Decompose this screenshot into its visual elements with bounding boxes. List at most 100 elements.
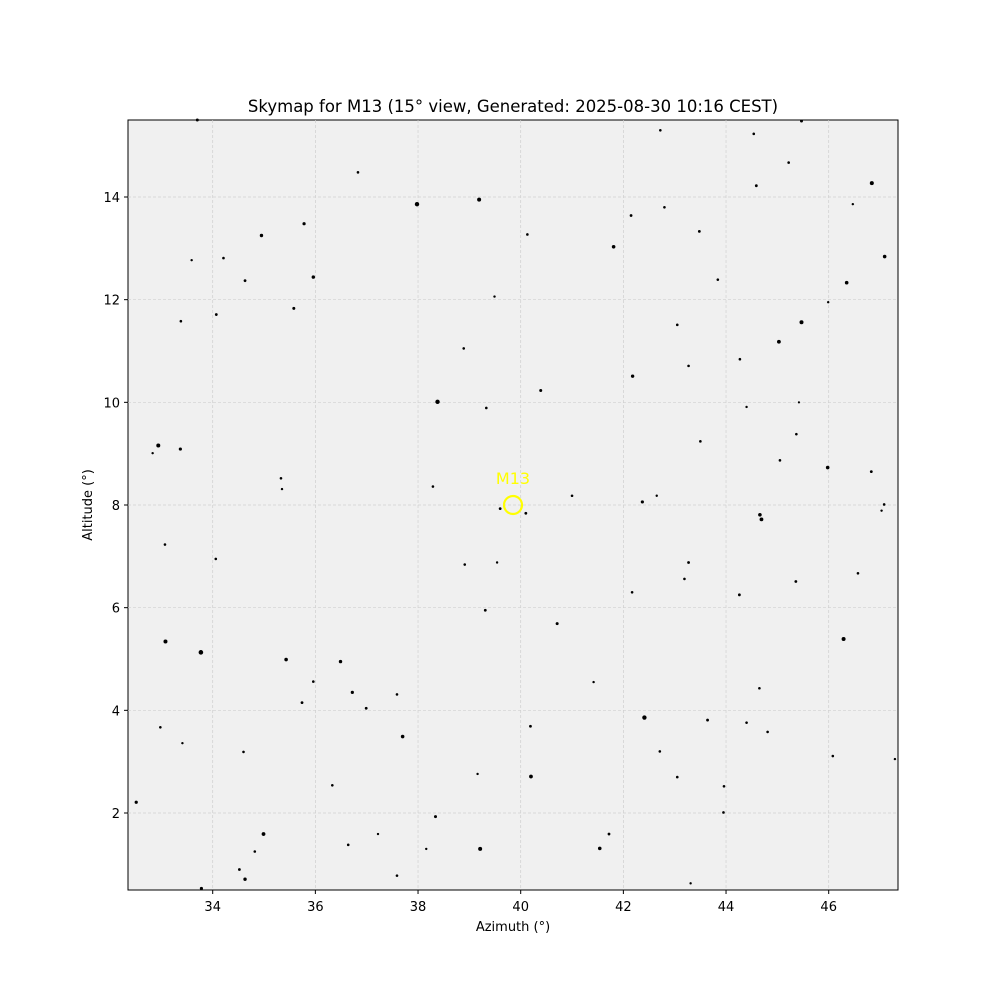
star-point <box>292 306 296 310</box>
star-point <box>529 724 532 728</box>
star-point <box>826 301 830 304</box>
star-point <box>476 772 479 776</box>
y-tick-label: 12 <box>103 294 120 309</box>
star-point <box>134 800 138 804</box>
x-axis-ticks: 34 36 38 40 42 44 46 <box>204 890 837 915</box>
star-point <box>498 507 502 510</box>
star-point <box>311 275 316 279</box>
star-point <box>395 693 399 696</box>
star-point <box>259 233 264 238</box>
star-point <box>745 721 748 724</box>
x-tick-label: 44 <box>718 900 735 915</box>
star-point <box>642 715 647 720</box>
star-point <box>882 503 886 506</box>
star-point <box>493 295 496 298</box>
star-point <box>433 815 437 819</box>
star-point <box>882 254 887 259</box>
star-point <box>607 832 611 836</box>
star-point <box>629 214 633 217</box>
x-tick-label: 36 <box>307 900 324 915</box>
star-point <box>592 680 595 684</box>
star-point <box>463 563 467 566</box>
star-point <box>524 511 528 515</box>
chart-title: Skymap for M13 (15° view, Generated: 202… <box>248 97 778 116</box>
star-point <box>195 118 199 122</box>
star-point <box>766 730 769 734</box>
star-point <box>570 494 574 498</box>
star-point <box>851 202 855 206</box>
star-point <box>722 785 726 788</box>
star-point <box>687 364 690 368</box>
target-marker <box>502 494 524 516</box>
star-point <box>611 244 616 249</box>
star-point <box>478 846 483 851</box>
star-point <box>794 580 798 583</box>
star-point <box>706 718 709 722</box>
x-axis-label: Azimuth (°) <box>476 920 550 935</box>
star-point <box>214 557 218 561</box>
star-field <box>134 118 897 891</box>
grid-lines <box>128 120 898 890</box>
star-point <box>640 500 644 504</box>
star-point <box>350 690 354 694</box>
star-point <box>222 256 225 260</box>
star-point <box>758 512 762 517</box>
star-point <box>179 319 183 323</box>
target-group: M13 <box>496 469 530 516</box>
star-point <box>893 757 897 761</box>
star-point <box>658 750 662 753</box>
y-tick-label: 14 <box>103 191 120 206</box>
star-point <box>163 543 167 546</box>
star-point <box>659 128 662 132</box>
star-point <box>869 181 874 186</box>
star-point <box>797 401 801 404</box>
star-point <box>687 561 690 564</box>
star-point <box>759 517 764 522</box>
star-point <box>435 399 440 405</box>
star-point <box>214 313 218 316</box>
x-tick-label: 42 <box>615 900 632 915</box>
star-point <box>261 832 266 836</box>
y-tick-label: 10 <box>103 396 120 411</box>
star-point <box>699 440 702 443</box>
y-axis-ticks: 2 4 6 8 10 12 14 <box>103 191 128 822</box>
star-point <box>630 590 634 594</box>
x-tick-label: 46 <box>820 900 837 915</box>
star-point <box>825 465 830 470</box>
star-point <box>495 561 499 564</box>
star-point <box>787 161 790 164</box>
star-point <box>539 389 543 393</box>
star-point <box>655 494 658 497</box>
y-tick-label: 6 <box>112 602 120 617</box>
star-point <box>716 278 720 281</box>
star-point <box>280 487 284 491</box>
star-point <box>675 775 679 779</box>
star-point <box>697 229 701 233</box>
star-point <box>190 258 193 262</box>
star-point <box>163 639 168 644</box>
star-point <box>675 323 679 327</box>
star-point <box>237 868 241 871</box>
star-point <box>799 320 804 325</box>
y-axis-label: Altitude (°) <box>81 469 96 541</box>
star-point <box>431 485 435 488</box>
y-tick-label: 2 <box>112 807 120 822</box>
star-point <box>778 459 782 462</box>
star-point <box>312 680 315 683</box>
star-point <box>414 201 420 207</box>
star-point <box>300 701 304 705</box>
star-point <box>799 119 803 123</box>
star-point <box>737 593 741 597</box>
star-point <box>555 622 559 626</box>
target-label: M13 <box>496 469 530 488</box>
star-point <box>738 357 742 361</box>
star-point <box>856 571 860 575</box>
star-point <box>483 608 487 612</box>
star-point <box>338 659 343 664</box>
star-point <box>526 233 529 236</box>
star-point <box>364 706 368 710</box>
star-point <box>777 339 781 344</box>
star-point <box>243 279 247 283</box>
star-point <box>302 222 306 226</box>
